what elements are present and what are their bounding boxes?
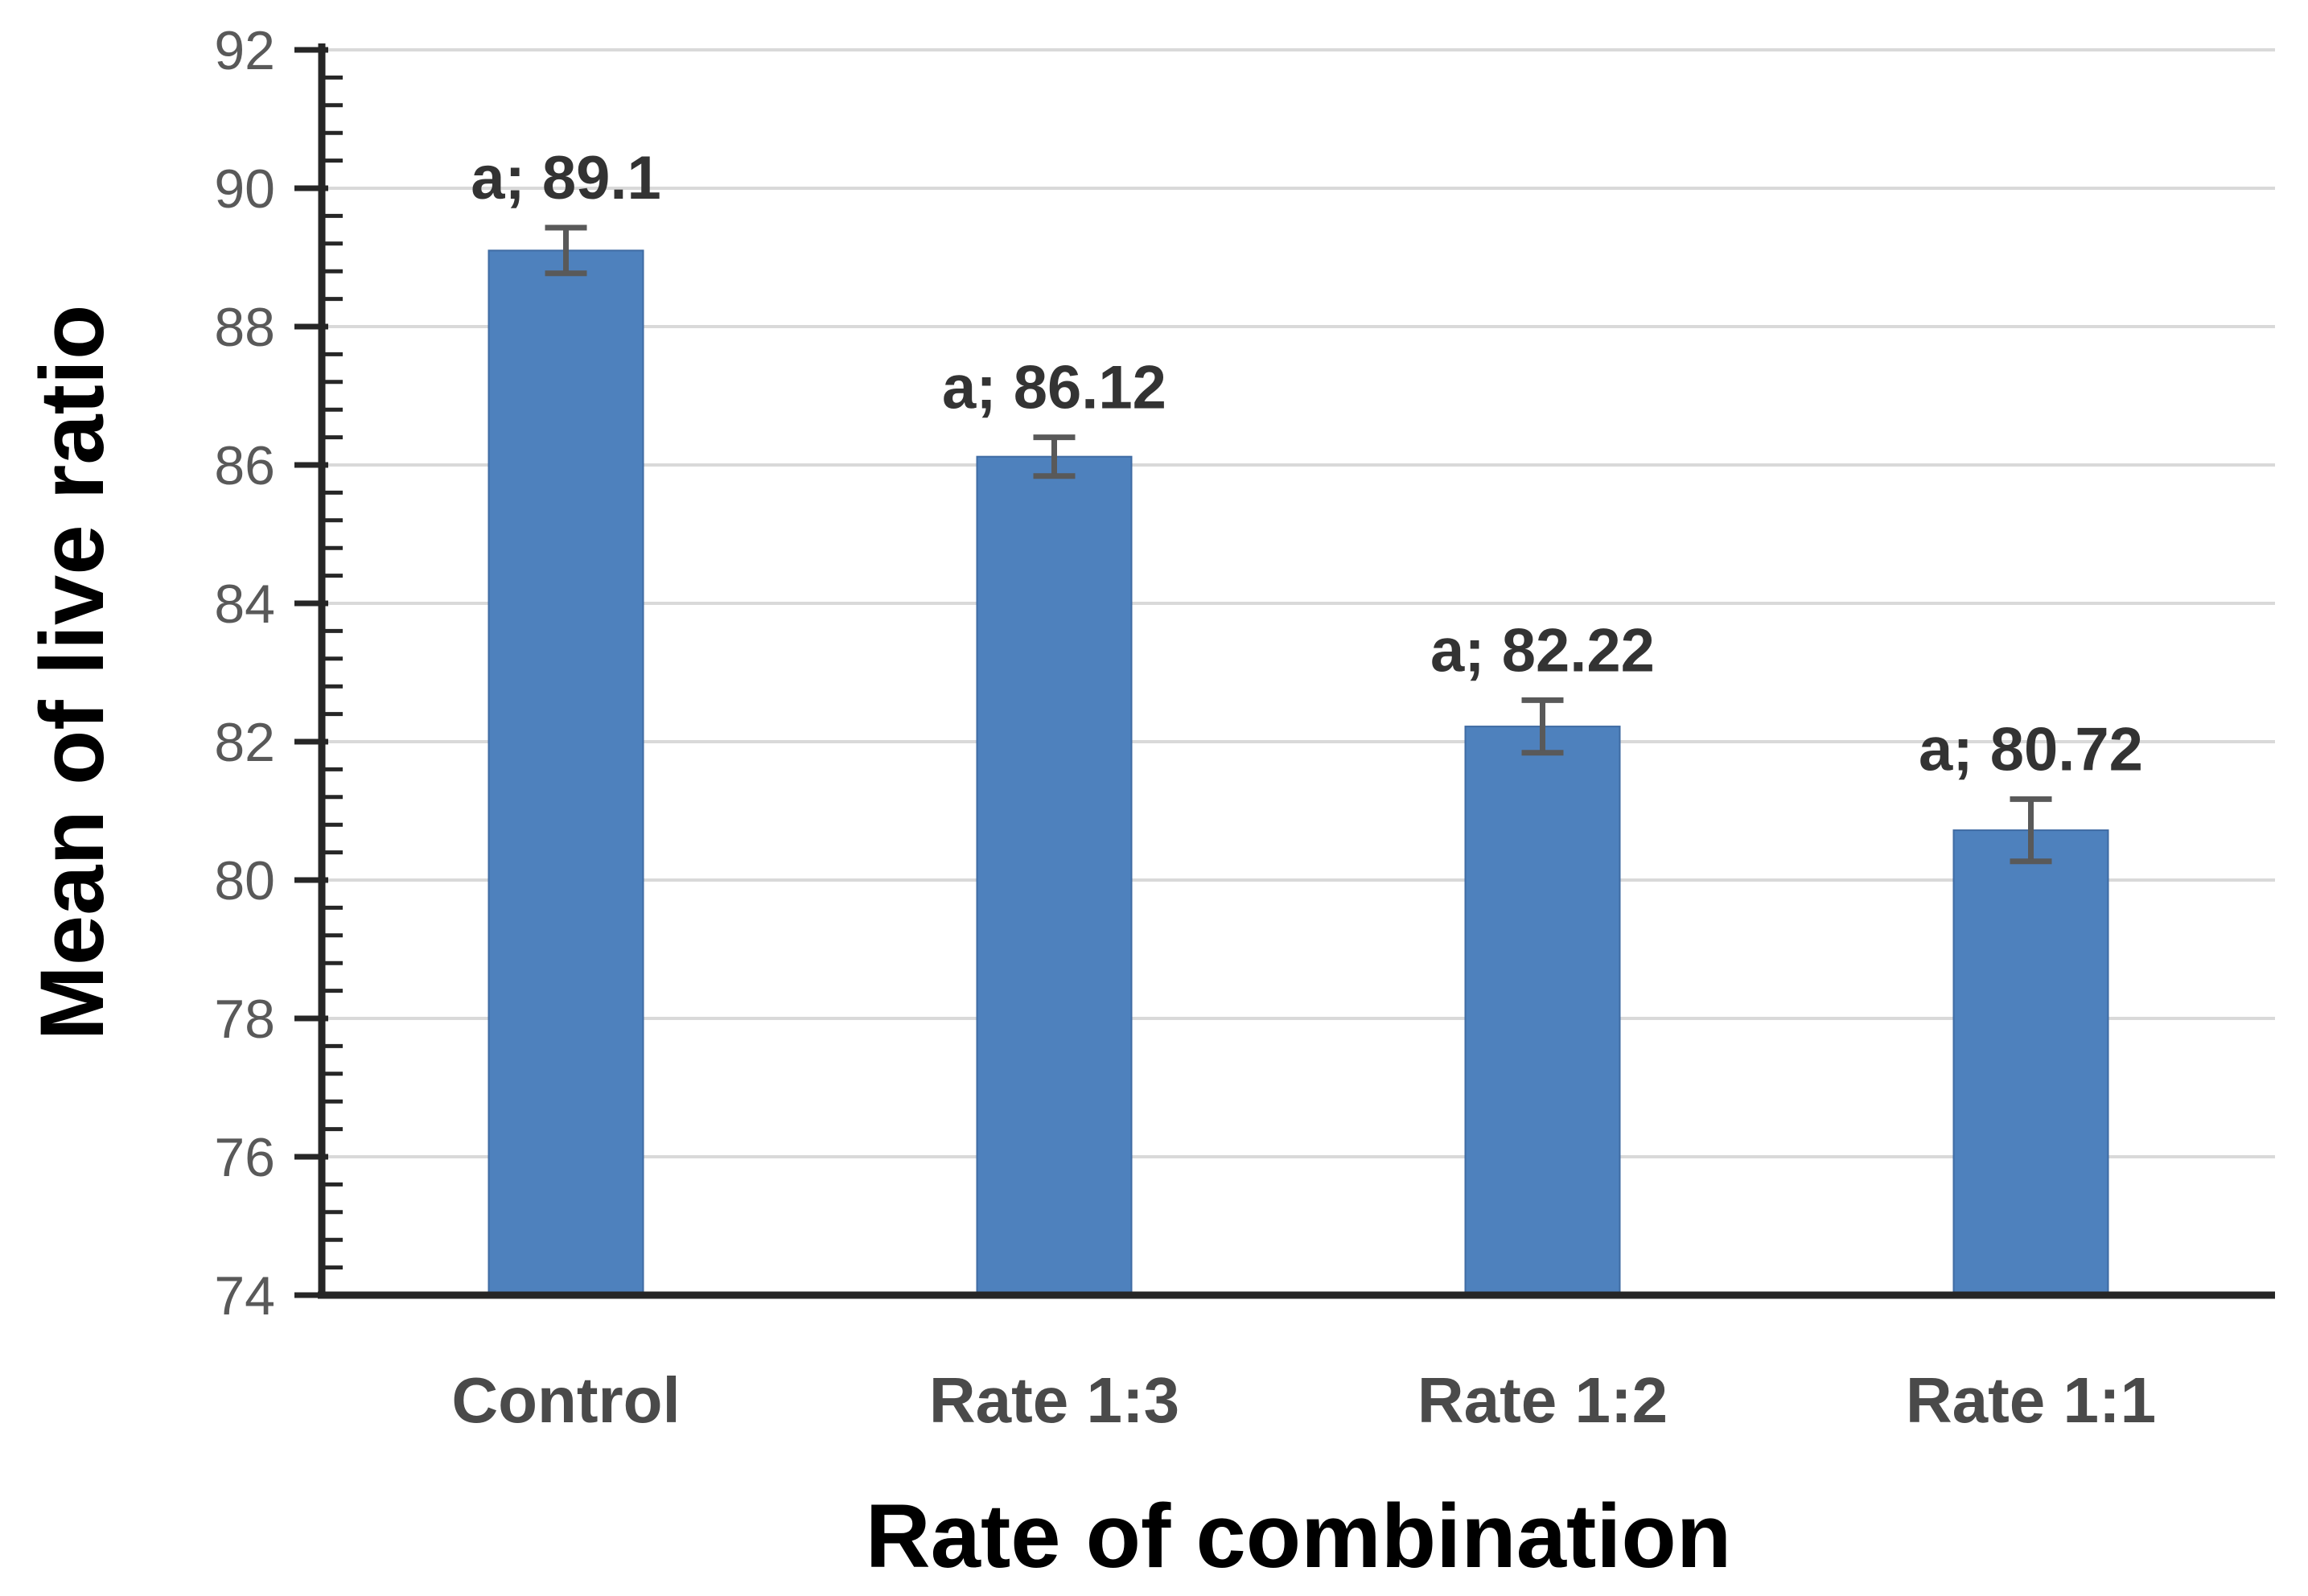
y-tick-label: 92 (214, 20, 275, 81)
category-label: Rate 1:3 (929, 1364, 1179, 1436)
y-tick-label: 88 (214, 297, 275, 358)
category-label: Rate 1:1 (1906, 1364, 2156, 1436)
y-tick-label: 74 (214, 1265, 275, 1327)
y-tick-label: 82 (214, 712, 275, 773)
bars (488, 249, 2109, 1296)
y-axis-title: Mean of live ratio (22, 305, 122, 1041)
value-label: a; 89.1 (471, 144, 661, 212)
category-labels: Control Rate 1:3 Rate 1:2 Rate 1:1 (451, 1364, 2156, 1436)
bar-rate-1-2 (1464, 726, 1621, 1296)
error-bars (545, 224, 2052, 865)
y-tick-label: 86 (214, 435, 275, 496)
bar-rate-1-3 (976, 455, 1133, 1296)
value-labels: a; 89.1 a; 86.12 a; 82.22 a; 80.72 (471, 144, 2143, 784)
gridlines (322, 48, 2275, 1158)
y-tick-label: 80 (214, 850, 275, 911)
y-tick-label: 84 (214, 574, 275, 635)
y-tick-label: 90 (214, 158, 275, 220)
value-label: a; 80.72 (1919, 715, 2143, 784)
axis-ticks (294, 47, 343, 1298)
category-label: Control (451, 1364, 680, 1436)
bar-control (488, 249, 644, 1296)
category-label: Rate 1:2 (1417, 1364, 1668, 1436)
y-tick-label: 78 (214, 989, 275, 1050)
x-axis-title: Rate of combination (866, 1486, 1731, 1586)
y-tick-labels: 74 76 78 80 82 84 86 88 90 92 (214, 20, 275, 1327)
axes (318, 43, 2275, 1299)
y-tick-label: 76 (214, 1127, 275, 1188)
bar-rate-1-1 (1952, 829, 2109, 1296)
value-label: a; 86.12 (942, 354, 1166, 422)
value-label: a; 82.22 (1430, 616, 1655, 685)
